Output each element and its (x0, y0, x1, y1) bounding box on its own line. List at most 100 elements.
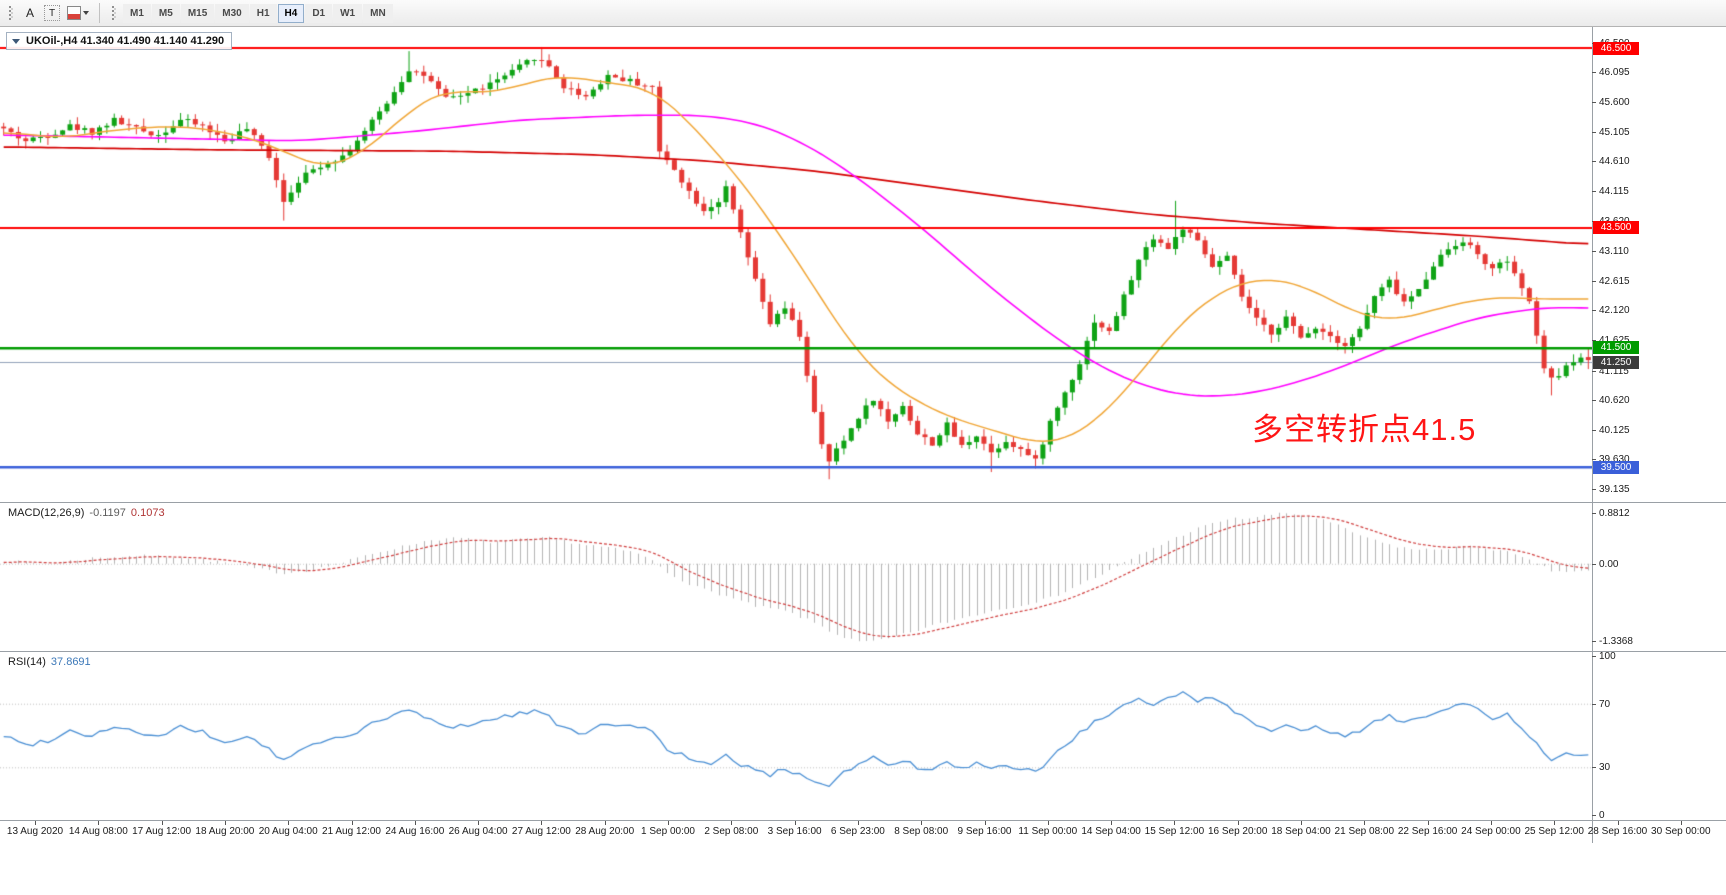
macd-scale-tick (1592, 641, 1596, 643)
price-axis-label: 46.095 (1599, 67, 1630, 79)
price-axis-tick (1592, 161, 1596, 163)
time-axis-tick (668, 821, 669, 825)
price-axis-label: 45.105 (1599, 126, 1630, 138)
macd-scale-tick (1592, 563, 1596, 565)
toolbar-separator (99, 3, 100, 23)
time-axis-tick (1237, 821, 1239, 825)
time-axis-label: 3 Sep 16:00 (767, 826, 822, 837)
timeframe-button-m30[interactable]: M30 (215, 3, 249, 23)
timeframe-button-d1[interactable]: D1 (305, 3, 333, 23)
price-axis-tick (1592, 310, 1596, 312)
price-axis-tick (1592, 370, 1596, 372)
price-axis-label: 43.620 (1599, 216, 1630, 227)
one-click-trading-collapse-icon[interactable] (12, 38, 20, 44)
rsi-label: RSI(14) (8, 656, 46, 668)
rsi-value: 37.8691 (50, 656, 91, 668)
time-axis-label: 21 Aug 12:00 (322, 826, 381, 837)
price-axis-tick (1592, 340, 1596, 342)
time-axis-label: 30 Sep 00:00 (1651, 826, 1711, 837)
price-axis-label: 42.615 (1599, 275, 1630, 287)
timeframe-button-h1[interactable]: H1 (249, 3, 277, 23)
main-macd-divider[interactable] (0, 502, 1726, 503)
text-annotation-button[interactable]: A (20, 3, 40, 23)
price-axis-label: 39.135 (1599, 484, 1630, 496)
time-axis-tick (1364, 821, 1366, 825)
time-axis-label: 17 Aug 12:00 (132, 826, 192, 837)
time-axis-label: 8 Sep 08:00 (894, 826, 949, 837)
price-axis-tick (1592, 280, 1596, 282)
price-axis-tick (1592, 429, 1596, 431)
price-axis-label: 45.600 (1599, 97, 1630, 109)
time-axis-tick (351, 821, 353, 825)
price-axis-tick (1592, 190, 1596, 192)
time-axis-tick (288, 821, 290, 825)
timeframe-toolbar: M1 M5 M15 M30 H1 H4 D1 W1 MN (123, 3, 393, 23)
text-label-button[interactable]: T (44, 5, 60, 21)
timeframe-button-mn[interactable]: MN (363, 3, 393, 23)
macd-scale-label: -1.3368 (1599, 636, 1633, 648)
price-axis-tick (1592, 459, 1596, 461)
time-axis-tick (1680, 821, 1682, 825)
hline-price-badge: 39.500 (1593, 460, 1639, 474)
time-axis-label: 11 Sep 00:00 (1018, 826, 1078, 837)
time-axis-label: 28 Aug 20:00 (575, 826, 635, 837)
time-axis-label: 13 Aug 2020 (6, 826, 64, 837)
time-axis-label: 20 Aug 04:00 (258, 826, 318, 837)
time-axis-label: 24 Sep 00:00 (1461, 826, 1521, 837)
time-axis-label: 26 Aug 04:00 (448, 826, 508, 837)
price-axis-tick (1592, 251, 1596, 253)
price-axis-label: 41.115 (1599, 365, 1629, 377)
time-axis-tick (414, 821, 416, 825)
timeframe-button-m15[interactable]: M15 (180, 3, 215, 23)
toolbar-grip-handle[interactable] (8, 4, 14, 22)
rsi-scale-tick (1592, 815, 1596, 816)
time-axis-label: 18 Sep 04:00 (1271, 826, 1331, 837)
time-axis-tick (857, 821, 859, 825)
time-axis-tick (1301, 821, 1302, 825)
time-axis-label: 27 Aug 12:00 (511, 826, 571, 837)
price-axis-label: 39.630 (1599, 454, 1630, 465)
rsi-scale-label: 30 (1599, 762, 1611, 774)
current-price-badge: 41.250 (1593, 355, 1639, 369)
time-axis-label: 9 Sep 16:00 (957, 826, 1012, 837)
price-axis-tick (1592, 220, 1596, 222)
chart-annotation-text[interactable]: 多空转折点41.5 (1252, 412, 1477, 447)
time-axis-tick (1490, 821, 1492, 825)
macd-scale-label: 0.00 (1599, 558, 1619, 570)
macd-rsi-divider[interactable] (0, 651, 1726, 652)
hline-price-badge: 43.500 (1593, 221, 1639, 235)
timeframe-button-m5[interactable]: M5 (151, 3, 180, 23)
time-axis-tick (1047, 821, 1049, 825)
time-axis-label: 1 Sep 00:00 (641, 826, 695, 837)
timeframe-button-w1[interactable]: W1 (333, 3, 363, 23)
price-axis-label: 40.620 (1599, 395, 1630, 407)
time-axis-label: 16 Sep 20:00 (1207, 826, 1268, 837)
macd-indicator-chart[interactable] (0, 503, 1592, 650)
time-axis-label: 24 Aug 16:00 (385, 826, 445, 837)
rsi-scale-tick (1592, 656, 1596, 657)
chart-timescale-divider (0, 820, 1726, 821)
price-scale-divider[interactable] (1592, 27, 1593, 843)
price-axis-label: 41.625 (1599, 335, 1630, 346)
rsi-panel-title: RSI(14) 37.8691 (8, 656, 91, 668)
hline-price-badge: 41.500 (1593, 341, 1639, 355)
time-axis-label: 2 Sep 08:00 (704, 826, 759, 837)
price-axis-tick (1592, 489, 1596, 491)
time-axis-label: 22 Sep 16:00 (1397, 826, 1458, 837)
macd-main-value: -0.1197 (89, 507, 126, 519)
rsi-indicator-chart[interactable] (0, 652, 1592, 819)
time-axis-tick (1554, 821, 1556, 825)
timeframe-button-h4[interactable]: H4 (277, 3, 305, 23)
time-axis-tick (1617, 821, 1619, 825)
colors-tool-button[interactable] (64, 3, 92, 23)
symbol-info-box[interactable]: UKOil-,H4 41.340 41.490 41.140 41.290 (6, 32, 233, 50)
time-axis-tick (161, 821, 163, 825)
timeframe-toolbar-grip-handle[interactable] (111, 4, 117, 22)
time-axis-tick (1174, 821, 1176, 825)
palette-icon (67, 6, 81, 20)
time-axis-tick (794, 821, 796, 825)
macd-panel-title: MACD(12,26,9) -0.1197 0.1073 (8, 507, 165, 519)
main-price-chart[interactable] (0, 27, 1592, 501)
timeframe-button-m1[interactable]: M1 (123, 3, 151, 23)
